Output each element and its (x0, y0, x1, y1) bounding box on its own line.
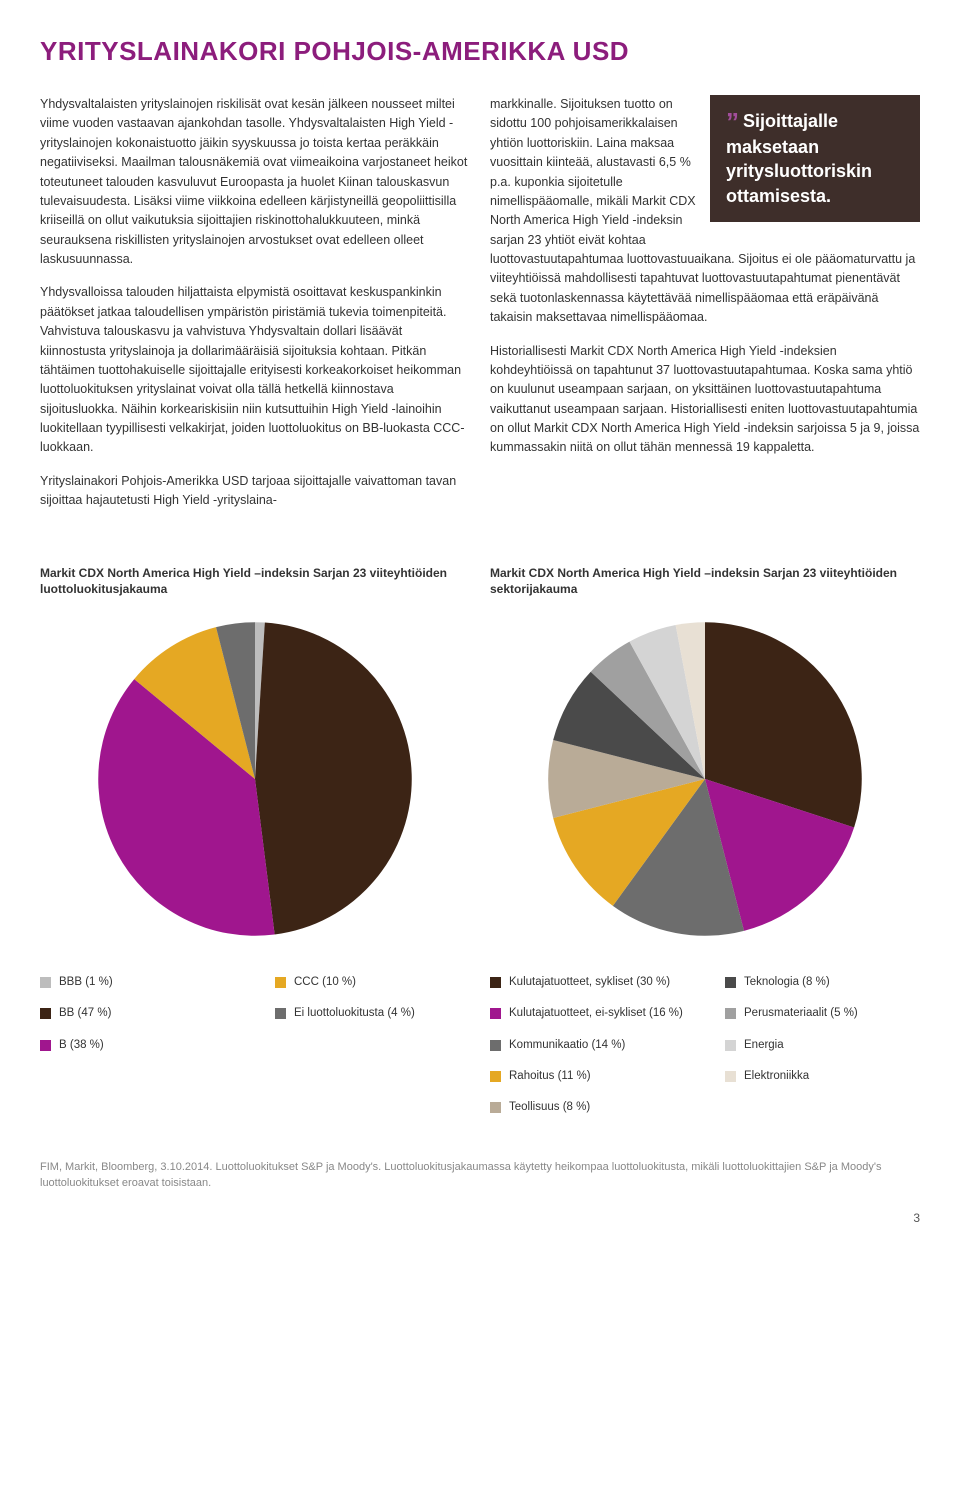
legend-item: Teollisuus (8 %) (490, 1099, 685, 1116)
legend-swatch (40, 1008, 51, 1019)
legend-item: CCC (10 %) (275, 974, 470, 991)
chart-title: Markit CDX North America High Yield –ind… (490, 565, 920, 599)
legend-item: Kulutajatuotteet, sykliset (30 %) (490, 974, 685, 991)
legend-label: Ei luottoluokitusta (4 %) (294, 1005, 415, 1022)
legend-item: Teknologia (8 %) (725, 974, 920, 991)
paragraph: Yhdysvaltalaisten yrityslainojen riskili… (40, 95, 470, 269)
legend-swatch (40, 1040, 51, 1051)
pie-chart (90, 614, 420, 944)
pie-wrap (490, 614, 920, 944)
legend-column: Kulutajatuotteet, sykliset (30 %) Kulutaj… (490, 974, 685, 1130)
legend-label: Kulutajatuotteet, ei-sykliset (16 %) (509, 1005, 683, 1022)
legend-label: Perusmateriaalit (5 %) (744, 1005, 858, 1022)
legend-swatch (40, 977, 51, 988)
page-number: 3 (40, 1209, 920, 1227)
legend-item: BB (47 %) (40, 1005, 235, 1022)
legend-column: BBB (1 %) BB (47 %) B (38 %) (40, 974, 235, 1068)
legend-column: CCC (10 %) Ei luottoluokitusta (4 %) (275, 974, 470, 1068)
legend-label: Teknologia (8 %) (744, 974, 830, 991)
legend-item: Elektroniikka (725, 1068, 920, 1085)
paragraph: Yrityslainakori Pohjois-Amerikka USD tar… (40, 472, 470, 511)
legend-item: Rahoitus (11 %) (490, 1068, 685, 1085)
legend-swatch (725, 1008, 736, 1019)
pie-wrap (40, 614, 470, 944)
legend-label: Energia (744, 1037, 784, 1054)
legend-swatch (275, 977, 286, 988)
charts-row: Markit CDX North America High Yield –ind… (40, 565, 920, 1131)
legend-item: Kommunikaatio (14 %) (490, 1037, 685, 1054)
legend-item: BBB (1 %) (40, 974, 235, 991)
legend-swatch (490, 977, 501, 988)
legend-label: Elektroniikka (744, 1068, 809, 1085)
chart-credit-rating: Markit CDX North America High Yield –ind… (40, 565, 470, 1131)
legend-label: B (38 %) (59, 1037, 104, 1054)
right-column: ”Sijoittajalle maksetaan yritysluottoris… (490, 95, 920, 525)
pie-slice (255, 623, 412, 935)
legend-label: CCC (10 %) (294, 974, 356, 991)
legend-column: Teknologia (8 %) Perusmateriaalit (5 %) En… (725, 974, 920, 1130)
page-title: YRITYSLAINAKORI POHJOIS-AMERIKKA USD (40, 32, 920, 71)
legend-swatch (275, 1008, 286, 1019)
paragraph: Yhdysvalloissa talouden hiljattaista elp… (40, 283, 470, 457)
paragraph: Historiallisesti Markit CDX North Americ… (490, 342, 920, 458)
quote-mark-icon: ” (726, 109, 739, 135)
legend-item: B (38 %) (40, 1037, 235, 1054)
legend: BBB (1 %) BB (47 %) B (38 %) CCC (10 %) Ei l… (40, 974, 470, 1068)
legend-item: Ei luottoluokitusta (4 %) (275, 1005, 470, 1022)
legend-item: Kulutajatuotteet, ei-sykliset (16 %) (490, 1005, 685, 1022)
legend-label: Kommunikaatio (14 %) (509, 1037, 625, 1054)
legend-swatch (490, 1102, 501, 1113)
legend-swatch (725, 1071, 736, 1082)
legend-label: BB (47 %) (59, 1005, 111, 1022)
chart-sector: Markit CDX North America High Yield –ind… (490, 565, 920, 1131)
body-columns: Yhdysvaltalaisten yrityslainojen riskili… (40, 95, 920, 525)
footnote: FIM, Markit, Bloomberg, 3.10.2014. Luott… (40, 1160, 920, 1191)
left-column: Yhdysvaltalaisten yrityslainojen riskili… (40, 95, 470, 525)
legend-swatch (725, 977, 736, 988)
chart-title: Markit CDX North America High Yield –ind… (40, 565, 470, 599)
legend-label: Kulutajatuotteet, sykliset (30 %) (509, 974, 670, 991)
legend-swatch (725, 1040, 736, 1051)
legend-label: Teollisuus (8 %) (509, 1099, 590, 1116)
callout-text: Sijoittajalle maksetaan yritysluottorisk… (726, 111, 872, 206)
legend-item: Perusmateriaalit (5 %) (725, 1005, 920, 1022)
legend-label: BBB (1 %) (59, 974, 113, 991)
callout-box: ”Sijoittajalle maksetaan yritysluottoris… (710, 95, 920, 222)
legend-swatch (490, 1040, 501, 1051)
legend-item: Energia (725, 1037, 920, 1054)
legend-swatch (490, 1071, 501, 1082)
legend-label: Rahoitus (11 %) (509, 1068, 591, 1085)
legend-swatch (490, 1008, 501, 1019)
legend: Kulutajatuotteet, sykliset (30 %) Kulutaj… (490, 974, 920, 1130)
pie-chart (540, 614, 870, 944)
